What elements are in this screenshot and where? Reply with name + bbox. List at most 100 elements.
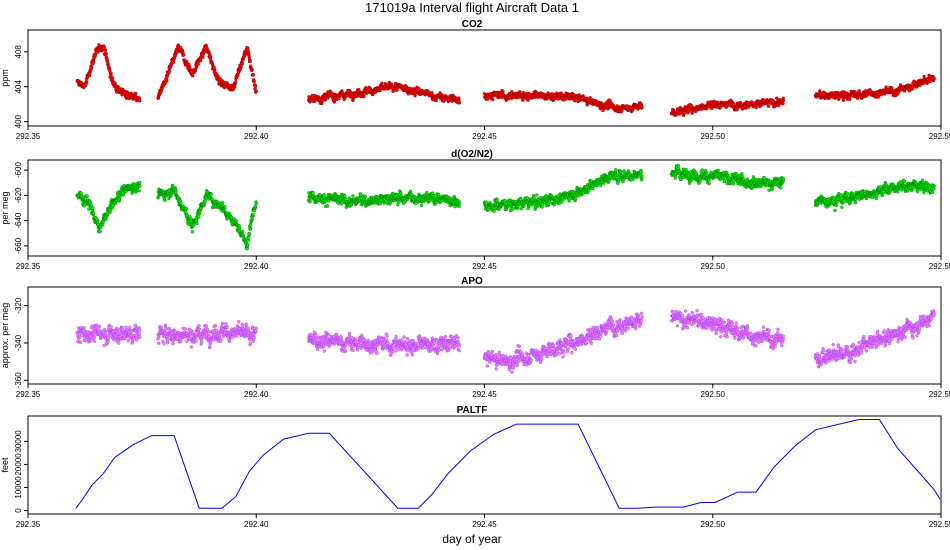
data-point — [207, 50, 211, 54]
data-point — [731, 182, 736, 186]
data-point — [640, 178, 644, 182]
data-point — [413, 94, 417, 98]
data-point — [245, 247, 249, 251]
data-point — [535, 193, 539, 197]
data-point — [343, 194, 347, 198]
data-point — [85, 194, 89, 198]
data-point — [457, 201, 462, 206]
data-point — [567, 198, 572, 202]
data-point — [732, 179, 736, 183]
data-point — [91, 211, 96, 215]
data-point — [320, 101, 324, 106]
y-axis-label: ppm — [0, 69, 10, 87]
data-point — [363, 195, 368, 199]
data-point — [196, 62, 200, 66]
data-point — [396, 203, 400, 207]
data-point — [254, 89, 258, 93]
x-tick-label: 292.35 — [16, 132, 41, 141]
data-point — [890, 86, 894, 90]
data-segment-3 — [482, 88, 644, 114]
y-tick-label: 404 — [14, 80, 23, 94]
x-tick-label: 292.50 — [701, 262, 726, 271]
data-point — [221, 201, 225, 205]
data-point — [492, 209, 496, 213]
data-point — [495, 199, 499, 203]
data-point — [380, 81, 384, 85]
panel-1: d(O2/N2)292.35292.40292.45292.50292.55-6… — [0, 149, 950, 271]
data-point — [707, 181, 711, 186]
panel-0: CO2292.35292.40292.45292.50292.554004044… — [0, 19, 950, 141]
data-point — [195, 221, 199, 226]
data-point — [91, 59, 96, 64]
data-point — [766, 104, 771, 108]
data-point — [233, 85, 237, 89]
data-point — [716, 168, 720, 172]
data-point — [397, 200, 401, 204]
data-point — [378, 202, 382, 206]
data-point — [705, 171, 709, 175]
data-point — [417, 87, 421, 91]
data-point — [359, 193, 363, 197]
data-point — [134, 91, 138, 96]
data-point — [105, 59, 110, 63]
data-point — [781, 99, 786, 103]
data-point — [503, 199, 507, 203]
data-point — [165, 78, 169, 82]
data-point — [419, 203, 424, 208]
data-segment-1 — [156, 43, 258, 100]
data-point — [253, 84, 258, 88]
data-segment-2 — [307, 189, 462, 209]
x-tick-label: 292.55 — [929, 262, 950, 271]
data-point — [89, 65, 94, 69]
data-segment-4 — [670, 164, 786, 192]
data-point — [240, 62, 244, 66]
data-point — [457, 204, 461, 209]
x-tick-label: 292.40 — [244, 262, 269, 271]
data-point — [574, 195, 578, 200]
data-point — [848, 97, 852, 102]
data-point — [189, 217, 193, 221]
data-point — [184, 207, 189, 211]
data-point — [673, 176, 677, 180]
data-segment-4 — [670, 96, 786, 118]
data-point — [248, 59, 252, 63]
data-point — [252, 79, 256, 84]
data-point — [308, 199, 312, 204]
x-tick-label: 292.55 — [929, 132, 950, 141]
data-point — [561, 198, 565, 202]
data-point — [167, 69, 172, 73]
data-point — [223, 205, 227, 209]
data-point — [932, 76, 936, 80]
data-point — [510, 89, 514, 94]
panel-title: CO2 — [462, 19, 483, 30]
data-point — [101, 220, 105, 225]
data-point — [163, 198, 167, 203]
data-point — [85, 80, 89, 84]
data-point — [457, 96, 461, 100]
x-tick-label: 292.45 — [472, 132, 497, 141]
data-point — [110, 76, 115, 80]
data-point — [781, 102, 785, 106]
data-point — [203, 199, 207, 203]
data-point — [209, 193, 213, 197]
plot-area — [75, 164, 936, 251]
data-point — [621, 179, 625, 184]
data-point — [619, 170, 623, 174]
y-tick-label: 400 — [14, 114, 23, 128]
data-point — [690, 111, 694, 115]
data-point — [191, 74, 195, 78]
x-tick-label: 292.50 — [701, 132, 726, 141]
data-point — [199, 58, 203, 63]
data-point — [252, 213, 256, 217]
data-point — [640, 105, 644, 109]
data-point — [246, 242, 250, 247]
data-point — [538, 196, 543, 200]
data-point — [137, 181, 142, 185]
data-segment-3 — [482, 168, 644, 213]
data-point — [347, 196, 351, 200]
data-point — [241, 229, 245, 233]
data-point — [775, 96, 779, 100]
data-point — [522, 204, 526, 208]
data-point — [96, 219, 100, 223]
